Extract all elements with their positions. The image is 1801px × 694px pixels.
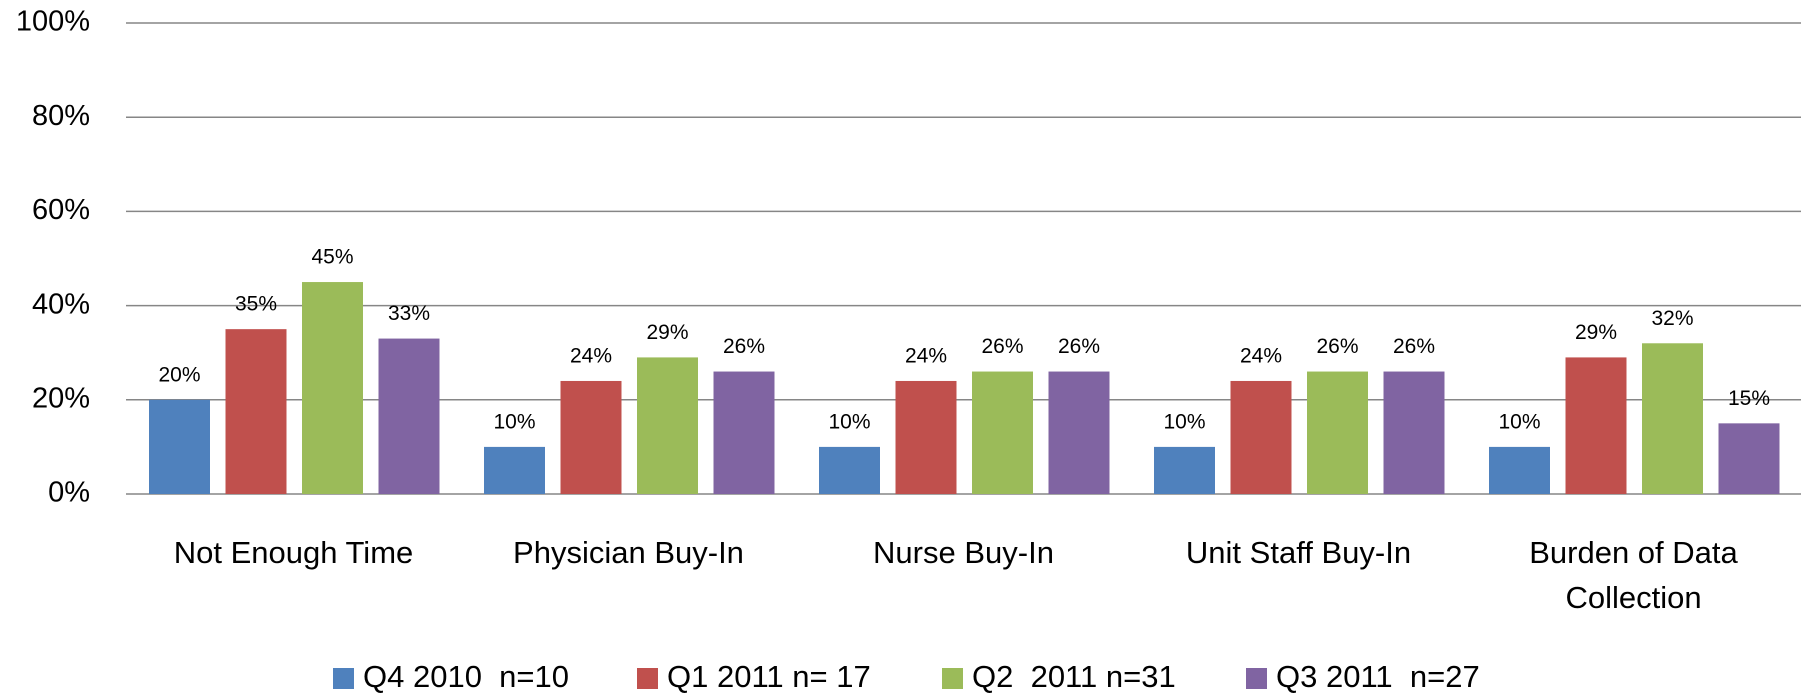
legend-label: Q3 2011 n=27	[1276, 659, 1480, 694]
legend-swatch	[942, 668, 963, 689]
data-label: 26%	[723, 335, 765, 358]
legend-label: Q1 2011 n= 17	[667, 659, 871, 694]
data-label: 45%	[311, 246, 353, 269]
legend-swatch	[637, 668, 658, 689]
data-label: 26%	[1058, 335, 1100, 358]
y-tick-label: 80%	[32, 100, 90, 132]
bar	[302, 282, 363, 494]
data-label: 26%	[981, 335, 1023, 358]
data-label: 15%	[1728, 387, 1770, 410]
data-label: 26%	[1316, 335, 1358, 358]
bar	[819, 446, 880, 494]
legend-swatch	[1246, 668, 1267, 689]
bar	[1565, 357, 1627, 494]
x-tick-label: Nurse Buy-In	[873, 535, 1054, 570]
data-label: 24%	[570, 345, 612, 368]
legend-label: Q4 2010 n=10	[363, 659, 569, 694]
bar	[713, 371, 775, 494]
bar	[1048, 371, 1110, 494]
y-tick-label: 40%	[32, 288, 90, 320]
y-tick-label: 100%	[16, 6, 90, 38]
bar	[378, 338, 440, 494]
data-label: 10%	[1163, 410, 1205, 433]
data-label: 24%	[1240, 345, 1282, 368]
legend-swatch	[333, 668, 354, 689]
x-tick-label: Burden of Data Collection	[1529, 535, 1738, 615]
bar	[1230, 380, 1292, 494]
bar	[1718, 423, 1780, 494]
bar	[1383, 371, 1445, 494]
bar	[149, 399, 210, 494]
data-label: 33%	[388, 302, 430, 325]
y-tick-label: 60%	[32, 194, 90, 226]
x-tick-label: Physician Buy-In	[513, 535, 744, 570]
x-tick-label: Unit Staff Buy-In	[1185, 535, 1412, 570]
data-label: 10%	[1498, 410, 1540, 433]
bar	[637, 357, 698, 494]
bar	[1154, 446, 1215, 494]
bar	[1489, 446, 1550, 494]
bar	[225, 329, 287, 494]
data-label: 20%	[158, 363, 200, 386]
bar	[895, 380, 957, 494]
x-tick-label: Not Enough Time	[173, 535, 414, 570]
bar	[1642, 343, 1703, 494]
data-label: 24%	[905, 345, 947, 368]
bar	[560, 380, 622, 494]
data-label: 32%	[1651, 307, 1693, 330]
y-tick-label: 0%	[48, 477, 90, 509]
data-label: 29%	[646, 321, 688, 344]
data-label: 10%	[493, 410, 535, 433]
bar	[1307, 371, 1368, 494]
bar	[972, 371, 1033, 494]
data-label: 26%	[1393, 335, 1435, 358]
data-label: 10%	[828, 410, 870, 433]
data-label: 35%	[235, 293, 277, 316]
data-label: 29%	[1575, 321, 1617, 344]
y-tick-label: 20%	[32, 382, 90, 414]
bar	[484, 446, 545, 494]
legend-label: Q2 2011 n=31	[972, 659, 1176, 694]
